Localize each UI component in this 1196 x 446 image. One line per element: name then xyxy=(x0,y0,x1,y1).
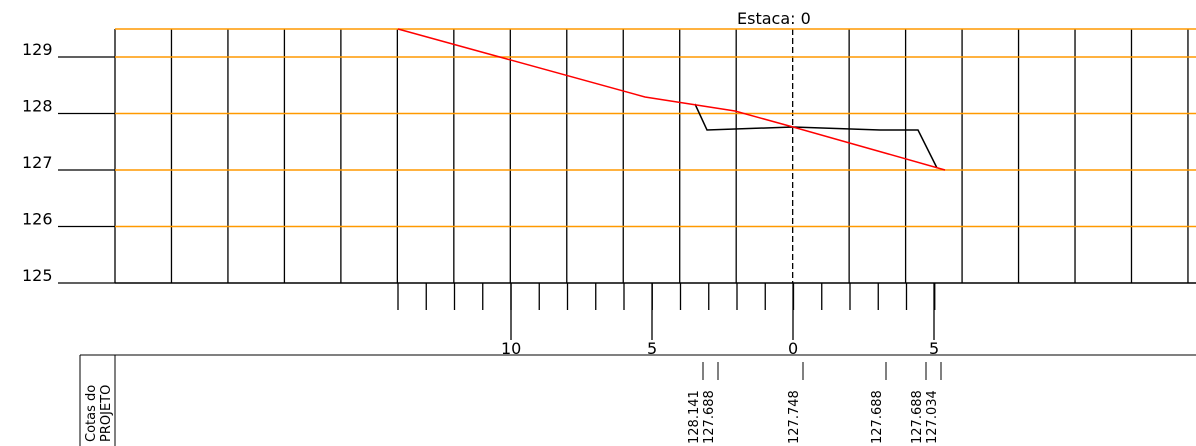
offset-label: 10 xyxy=(501,339,521,358)
offset-label: 5 xyxy=(647,339,657,358)
row-label: PROJETO xyxy=(99,385,114,442)
elevation-label: 126 xyxy=(22,210,53,229)
row-label: Cotas do xyxy=(84,385,99,442)
offset-label: 5 xyxy=(929,339,939,358)
elevation-label: 128 xyxy=(22,97,53,116)
station-title: Estaca: 0 xyxy=(737,9,811,28)
elevation-label: 129 xyxy=(22,40,53,59)
elevation-label: 127 xyxy=(22,153,53,172)
elevation-label: 125 xyxy=(22,266,53,285)
cote-value: 127.034 xyxy=(925,390,940,444)
cote-value: 128.141 xyxy=(687,390,702,444)
offset-label: 0 xyxy=(788,339,798,358)
terrain-line xyxy=(397,28,946,171)
section-outline xyxy=(694,103,938,169)
cote-value: 127.688 xyxy=(870,390,885,444)
cote-value: 127.688 xyxy=(910,390,925,444)
cote-value: 127.688 xyxy=(702,390,717,444)
cote-value: 127.748 xyxy=(787,390,802,444)
